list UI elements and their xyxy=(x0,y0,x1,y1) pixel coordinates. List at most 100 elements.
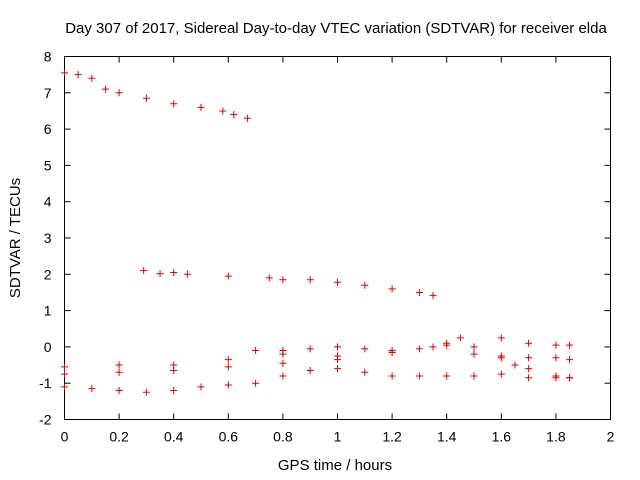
data-point xyxy=(388,372,396,380)
data-point xyxy=(142,94,150,102)
plot-frame xyxy=(64,56,611,420)
data-point xyxy=(224,363,232,371)
data-point xyxy=(230,111,238,119)
series-track-1 xyxy=(61,69,251,122)
data-point xyxy=(470,350,478,358)
data-point xyxy=(224,272,232,280)
data-point xyxy=(170,366,178,374)
data-point xyxy=(361,345,369,353)
data-point xyxy=(115,368,123,376)
x-tick-label: 1.2 xyxy=(382,429,402,445)
y-tick-label: 4 xyxy=(44,194,52,210)
data-point xyxy=(101,85,109,93)
data-point xyxy=(306,345,314,353)
series-track-6 xyxy=(61,365,574,396)
data-point xyxy=(497,334,505,342)
y-axis: -2 -1 0 1 2 3 4 5 6 7 8 xyxy=(39,49,611,428)
y-tick-label: 3 xyxy=(44,230,52,246)
data-point xyxy=(197,103,205,111)
data-point xyxy=(334,356,341,364)
data-point xyxy=(224,356,232,364)
y-tick-label: 2 xyxy=(44,266,52,282)
data-point xyxy=(156,270,164,278)
y-tick-label: -2 xyxy=(39,412,52,428)
y-axis-label: SDTVAR / TECUs xyxy=(7,178,24,298)
y-tick-label: 7 xyxy=(44,85,52,101)
data-point xyxy=(566,356,574,364)
data-point xyxy=(61,370,68,378)
data-point xyxy=(279,359,287,367)
series-track-5 xyxy=(252,339,574,382)
data-point xyxy=(388,347,396,355)
x-tick-label: 1.4 xyxy=(437,429,457,445)
data-point xyxy=(552,374,560,382)
data-point xyxy=(525,339,533,347)
x-axis: 0 0.2 0.4 0.6 0.8 1 1.2 1.4 1.6 1.8 2 xyxy=(61,56,615,445)
x-tick-label: 2 xyxy=(607,429,615,445)
data-point xyxy=(142,388,150,396)
x-tick-label: 0.8 xyxy=(273,429,293,445)
data-point xyxy=(415,345,423,353)
data-point xyxy=(170,386,178,394)
data-point xyxy=(170,100,178,108)
data-point xyxy=(61,69,68,77)
data-point xyxy=(219,107,227,115)
y-tick-label: 6 xyxy=(44,121,52,137)
data-point xyxy=(525,374,533,382)
data-point xyxy=(224,381,232,389)
x-tick-label: 1.6 xyxy=(492,429,512,445)
series-track-4 xyxy=(61,341,574,378)
data-point xyxy=(443,339,451,347)
y-tick-label: 8 xyxy=(44,49,52,65)
x-tick-label: 0.2 xyxy=(109,429,129,445)
data-point xyxy=(115,361,123,369)
y-tick-label: 1 xyxy=(44,303,52,319)
data-point xyxy=(279,347,287,355)
data-point xyxy=(443,372,451,380)
data-point xyxy=(566,374,574,382)
data-point xyxy=(456,334,464,342)
data-point xyxy=(306,276,314,284)
data-point xyxy=(279,372,287,380)
data-point xyxy=(334,343,341,351)
y-tick-label: 0 xyxy=(44,339,52,355)
x-axis-label: GPS time / hours xyxy=(278,457,392,474)
data-point xyxy=(61,383,68,391)
data-point xyxy=(525,354,533,362)
data-point xyxy=(74,71,82,79)
data-point xyxy=(388,285,396,293)
y-tick-label: 5 xyxy=(44,157,52,173)
data-point xyxy=(334,278,341,286)
data-point xyxy=(525,365,533,373)
data-point xyxy=(429,343,437,351)
data-point xyxy=(552,341,560,349)
data-point xyxy=(361,281,369,289)
data-point xyxy=(429,291,437,299)
chart-title: Day 307 of 2017, Sidereal Day-to-day VTE… xyxy=(65,20,607,37)
data-point xyxy=(61,363,68,371)
x-tick-label: 0 xyxy=(61,429,69,445)
x-tick-label: 1 xyxy=(334,429,342,445)
data-point xyxy=(115,89,123,97)
data-point xyxy=(279,276,287,284)
data-point xyxy=(497,370,505,378)
x-tick-label: 0.6 xyxy=(219,429,239,445)
series-group xyxy=(61,69,574,396)
data-point xyxy=(197,383,205,391)
data-point xyxy=(170,268,178,276)
data-point xyxy=(497,354,505,362)
data-point xyxy=(415,372,423,380)
data-point xyxy=(415,288,423,296)
data-point xyxy=(334,365,341,373)
data-point xyxy=(566,341,574,349)
data-point xyxy=(552,354,560,362)
y-tick-label: -1 xyxy=(39,375,52,391)
data-point xyxy=(252,347,260,355)
data-point xyxy=(115,386,123,394)
x-tick-label: 0.4 xyxy=(164,429,184,445)
data-point xyxy=(361,368,369,376)
series-track-3 xyxy=(61,334,574,371)
data-point xyxy=(470,343,478,351)
data-point xyxy=(265,274,273,282)
